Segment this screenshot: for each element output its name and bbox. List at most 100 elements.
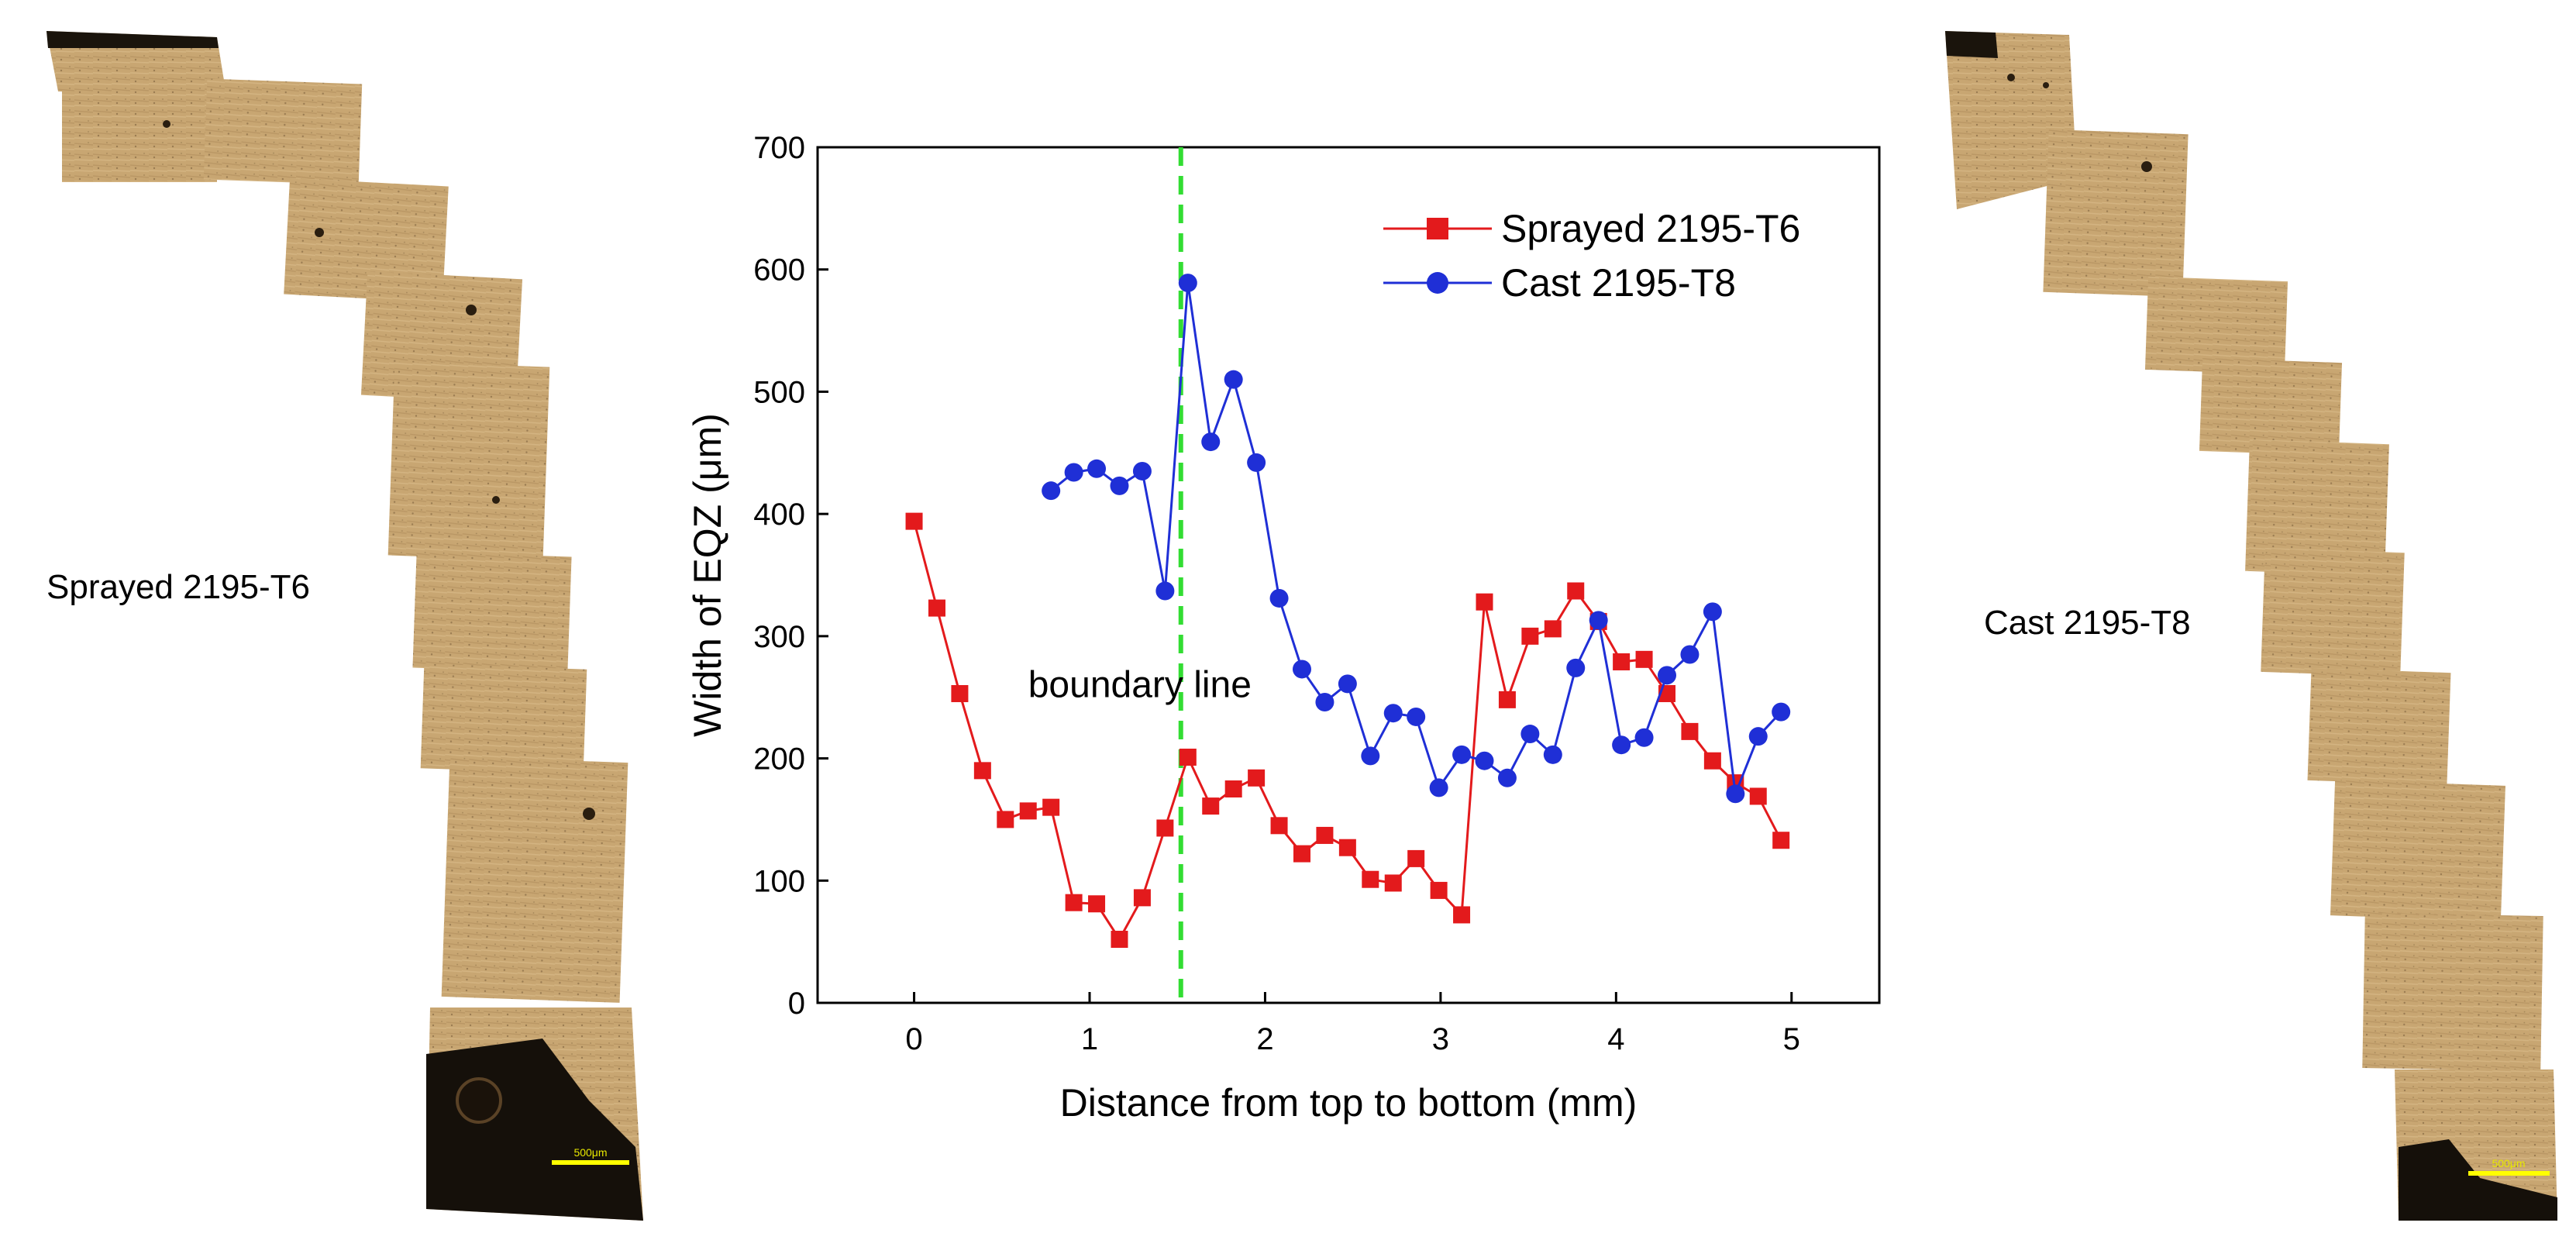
boundary-line-label: boundary line xyxy=(1028,665,1252,706)
data-point-cast xyxy=(1064,463,1083,482)
data-point-cast xyxy=(1429,778,1448,797)
data-point-sprayed xyxy=(928,599,945,617)
x-axis-title: Distance from top to bottom (mm) xyxy=(1060,1081,1638,1125)
data-point-sprayed xyxy=(1635,650,1653,668)
data-point-cast xyxy=(1748,727,1768,746)
x-tick-label: 0 xyxy=(905,1022,922,1056)
legend-label-sprayed: Sprayed 2195-T6 xyxy=(1501,207,1800,250)
y-tick-label: 300 xyxy=(753,620,805,654)
data-point-cast xyxy=(1383,704,1403,723)
x-tick-label: 1 xyxy=(1081,1022,1098,1056)
data-point-cast xyxy=(1703,602,1722,622)
x-axis: 0 1 2 3 4 5 xyxy=(905,992,1800,1056)
data-point-cast xyxy=(1475,751,1494,770)
data-point-cast xyxy=(1338,674,1357,694)
y-tick-label: 0 xyxy=(788,987,805,1021)
data-point-cast xyxy=(1110,476,1129,495)
right-panel-label: Cast 2195-T8 xyxy=(1984,604,2191,642)
data-point-sprayed xyxy=(997,811,1014,828)
plot-frame xyxy=(816,146,1881,1004)
data-point-sprayed xyxy=(1019,802,1037,820)
y-axis: 0 100 200 300 400 500 600 700 xyxy=(753,131,828,1021)
legend-marker-cast xyxy=(1427,272,1448,294)
x-tick-label: 4 xyxy=(1607,1022,1624,1056)
x-tick-label: 3 xyxy=(1432,1022,1449,1056)
data-point-sprayed xyxy=(1567,582,1585,600)
right-micrograph: 500μm xyxy=(1945,31,2557,1221)
data-point-sprayed xyxy=(1248,769,1266,787)
data-point-cast xyxy=(1155,581,1175,601)
data-point-cast xyxy=(1497,768,1517,787)
data-point-sprayed xyxy=(1407,849,1425,867)
data-point-cast xyxy=(1566,658,1586,677)
y-tick-label: 100 xyxy=(753,864,805,898)
data-point-cast xyxy=(1087,459,1107,478)
data-point-cast xyxy=(1543,745,1562,764)
data-point-sprayed xyxy=(1202,797,1220,815)
data-point-sprayed xyxy=(1065,894,1083,911)
data-point-cast xyxy=(1292,660,1311,679)
data-point-sprayed xyxy=(1613,653,1631,670)
data-point-sprayed xyxy=(951,684,969,702)
data-point-cast xyxy=(1520,725,1540,744)
data-point-sprayed xyxy=(1384,874,1402,892)
left-panel-label: Sprayed 2195-T6 xyxy=(46,568,310,606)
y-axis-title: Width of EQZ (μm) xyxy=(686,413,729,737)
data-point-sprayed xyxy=(1772,832,1790,849)
data-point-sprayed xyxy=(1088,895,1106,913)
data-point-cast xyxy=(1726,784,1745,804)
data-point-cast xyxy=(1589,611,1608,630)
data-point-sprayed xyxy=(1042,798,1060,816)
data-point-sprayed xyxy=(1111,930,1128,948)
data-point-sprayed xyxy=(1338,839,1356,856)
data-point-cast xyxy=(1132,461,1152,480)
data-point-cast xyxy=(1452,745,1472,764)
data-point-cast xyxy=(1612,735,1631,755)
data-point-sprayed xyxy=(1430,881,1448,899)
series-layer xyxy=(905,274,1791,948)
y-tick-label: 700 xyxy=(753,131,805,165)
data-point-sprayed xyxy=(1293,845,1310,863)
data-point-cast xyxy=(1634,728,1654,747)
data-point-sprayed xyxy=(1453,906,1471,924)
data-point-sprayed xyxy=(1681,722,1699,740)
data-point-sprayed xyxy=(1316,826,1334,844)
data-point-cast xyxy=(1201,432,1221,452)
data-point-cast xyxy=(1772,702,1791,722)
data-point-sprayed xyxy=(1270,817,1288,835)
y-tick-label: 600 xyxy=(753,253,805,288)
data-point-cast xyxy=(1315,693,1334,712)
data-point-sprayed xyxy=(1362,870,1379,888)
data-point-sprayed xyxy=(1521,627,1539,645)
x-tick-label: 2 xyxy=(1256,1022,1273,1056)
data-point-cast xyxy=(1680,645,1700,664)
right-scale-bar-label: 500μm xyxy=(2492,1157,2525,1169)
data-point-cast xyxy=(1658,666,1676,685)
data-point-cast xyxy=(1361,746,1380,766)
data-point-sprayed xyxy=(905,512,923,530)
data-point-sprayed xyxy=(1749,787,1767,805)
data-point-sprayed xyxy=(1133,889,1151,907)
chart: 0 100 200 300 400 500 600 700 0 1 2 3 4 5 boundary l… xyxy=(686,131,1881,1125)
data-point-cast xyxy=(1042,481,1061,501)
y-tick-label: 200 xyxy=(753,742,805,777)
data-point-sprayed xyxy=(1703,752,1721,770)
data-point-cast xyxy=(1269,588,1289,608)
data-point-cast xyxy=(1178,274,1197,293)
data-point-cast xyxy=(1247,453,1266,472)
data-point-sprayed xyxy=(1476,593,1493,611)
data-point-sprayed xyxy=(1544,620,1562,638)
data-point-sprayed xyxy=(1156,819,1174,837)
data-point-cast xyxy=(1407,707,1426,726)
legend-label-cast: Cast 2195-T8 xyxy=(1501,261,1736,305)
legend: Sprayed 2195-T6 Cast 2195-T8 xyxy=(1383,207,1800,305)
y-tick-label: 500 xyxy=(753,375,805,409)
x-tick-label: 5 xyxy=(1783,1022,1800,1056)
data-point-sprayed xyxy=(1498,691,1516,708)
data-point-sprayed xyxy=(1179,748,1197,766)
data-point-cast xyxy=(1224,370,1243,389)
data-point-sprayed xyxy=(973,762,991,780)
data-point-sprayed xyxy=(1224,780,1242,797)
left-micrograph: 500μm xyxy=(46,31,643,1221)
